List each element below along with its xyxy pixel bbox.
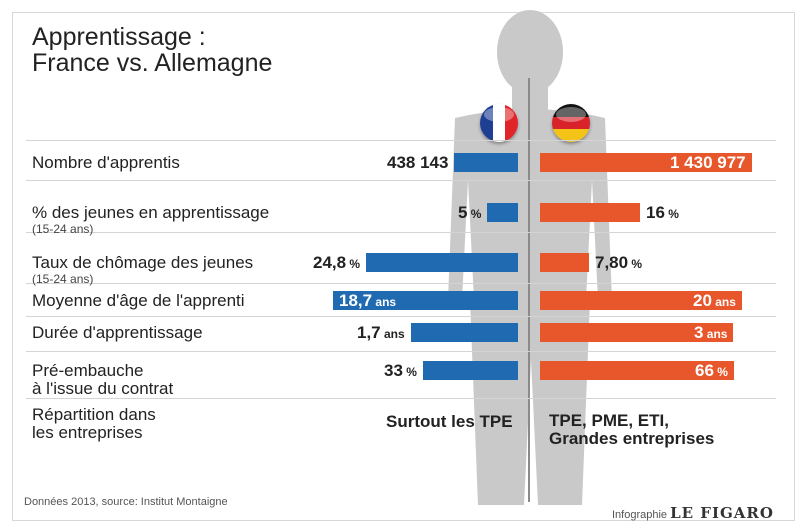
france-bar — [333, 291, 518, 310]
france-value-label: 1,7 ans — [357, 323, 405, 342]
row-label-line: Moyenne d'âge de l'apprenti — [32, 291, 245, 310]
germany-bar — [540, 361, 734, 380]
value-unit: % — [467, 207, 482, 221]
germany-flag-icon — [552, 104, 590, 142]
france-bar — [411, 323, 518, 342]
row-sublabel: (15-24 ans) — [32, 272, 94, 286]
row-label-repartition: Répartition dans les entreprises — [32, 406, 156, 442]
france-value-label: 438 143 — [387, 153, 449, 172]
row-label-line: les entreprises — [32, 423, 143, 442]
row-separator — [26, 140, 776, 141]
row-separator — [26, 180, 776, 181]
france-value-label: 24,8 % — [313, 253, 361, 272]
germany-repartition-text: TPE, PME, ETI, Grandes entreprises — [549, 412, 714, 448]
france-repartition-text: Surtout les TPE — [386, 412, 513, 431]
value-unit: ans — [380, 327, 405, 341]
france-value-label: 5 % — [458, 203, 482, 222]
germany-bar — [540, 253, 589, 272]
row-label-line: à l'issue du contrat — [32, 379, 174, 398]
row-label: Durée d'apprentissage — [32, 324, 203, 342]
value-unit: ans — [711, 295, 736, 309]
flag-stripe — [552, 104, 590, 117]
germany-value-label: 3 ans — [694, 323, 728, 342]
germany-repartition-line: TPE, PME, ETI, — [549, 411, 669, 430]
france-bar — [487, 203, 518, 222]
row-label-line: % des jeunes en apprentissage — [32, 203, 270, 222]
source-note: Données 2013, source: Institut Montaigne — [24, 496, 228, 508]
germany-value-label: 20 ans — [693, 291, 736, 310]
germany-bar — [540, 291, 742, 310]
value-unit: % — [713, 365, 728, 379]
flag-stripe — [480, 104, 493, 142]
row-separator — [26, 283, 776, 284]
germany-repartition-line: Grandes entreprises — [549, 429, 715, 448]
row-label-line: Taux de chômage des jeunes — [32, 253, 254, 272]
row-label-line: Pré-embauche — [32, 361, 144, 380]
france-bar — [454, 153, 518, 172]
value-unit: % — [664, 207, 679, 221]
flag-stripe — [552, 116, 590, 130]
germany-bar — [540, 203, 640, 222]
title-line-1: Apprentissage : — [32, 23, 206, 51]
germany-value-label: 66 % — [695, 361, 728, 380]
row-separator — [26, 316, 776, 317]
germany-bar — [540, 153, 752, 172]
title-line-2: France vs. Allemagne — [32, 49, 273, 77]
credit: Infographie LE FIGARO — [612, 504, 774, 522]
brand-logo: LE FIGARO — [670, 504, 774, 522]
france-flag-icon — [480, 104, 518, 142]
germany-value-label: 1 430 977 — [670, 153, 746, 172]
flag-gloss — [556, 107, 586, 122]
france-bar — [366, 253, 518, 272]
germany-value-label: 16 % — [646, 203, 679, 222]
center-divider — [528, 78, 530, 502]
row-label: Taux de chômage des jeunes (15-24 ans) — [32, 253, 254, 287]
row-label-line: Répartition dans — [32, 405, 156, 424]
value-unit: ans — [372, 295, 397, 309]
row-label-line: Nombre d'apprentis — [32, 153, 180, 172]
value-unit: % — [402, 365, 417, 379]
france-value-label: 33 % — [384, 361, 417, 380]
row-label: % des jeunes en apprentissage (15-24 ans) — [32, 203, 270, 237]
row-separator — [26, 232, 776, 233]
credit-prefix: Infographie — [612, 509, 668, 521]
flag-gloss — [484, 107, 514, 122]
flag-stripe — [505, 104, 518, 142]
france-bar — [423, 361, 518, 380]
chart-title: Apprentissage : France vs. Allemagne — [32, 24, 272, 76]
row-label: Nombre d'apprentis — [32, 154, 180, 172]
flag-stripe — [552, 129, 590, 142]
flag-stripe — [492, 104, 506, 142]
row-label: Moyenne d'âge de l'apprenti — [32, 292, 245, 310]
value-unit: % — [346, 257, 361, 271]
value-unit: % — [628, 257, 643, 271]
germany-bar — [540, 323, 733, 342]
france-value-label: 18,7 ans — [339, 291, 397, 310]
row-label-line: Durée d'apprentissage — [32, 323, 203, 342]
germany-value-label: 7,80 % — [595, 253, 643, 272]
row-separator — [26, 351, 776, 352]
value-unit: ans — [703, 327, 728, 341]
row-separator — [26, 398, 776, 399]
row-sublabel: (15-24 ans) — [32, 222, 94, 236]
row-label: Pré-embauche à l'issue du contrat — [32, 362, 173, 398]
